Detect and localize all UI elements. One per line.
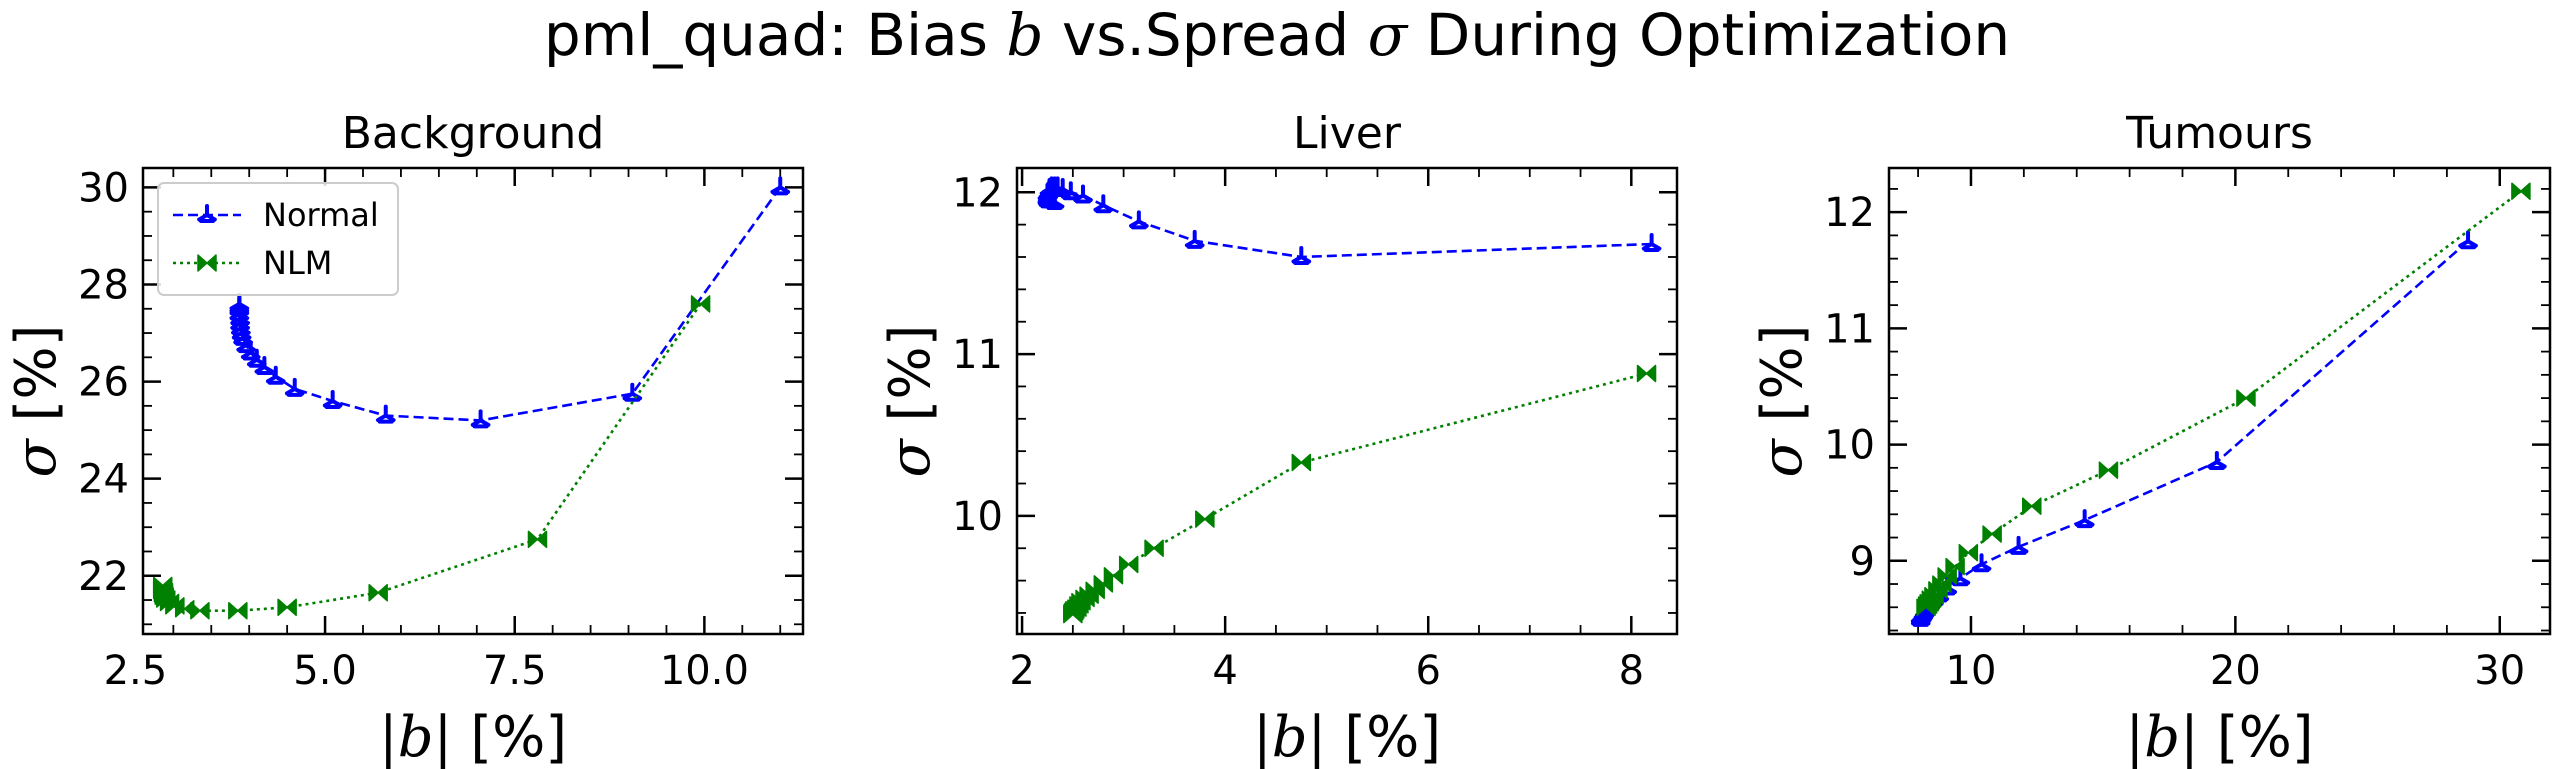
y-tick-label: 22 (78, 554, 129, 600)
data-point (1291, 453, 1312, 472)
data-point (152, 576, 173, 595)
y-axis-label: σ [%] (1750, 325, 1815, 478)
panel-title: Background (342, 108, 605, 159)
legend-marker (197, 254, 217, 272)
data-point (1118, 555, 1139, 574)
panel-title: Liver (1293, 108, 1402, 159)
data-point (1063, 605, 1083, 624)
series-line (1071, 372, 1647, 615)
x-tick-label: 30 (2474, 648, 2525, 694)
x-tick-label: 8 (1619, 648, 1644, 694)
series-normal (229, 176, 791, 429)
ticks (1889, 168, 2550, 634)
data-point (322, 390, 343, 409)
y-tick-label: 11 (1824, 306, 1875, 352)
data-point (229, 292, 250, 312)
series-normal (1910, 230, 2478, 627)
y-tick-label: 30 (78, 165, 129, 211)
x-tick-label: 6 (1416, 648, 1441, 694)
data-point (1144, 539, 1164, 557)
ticks (143, 168, 803, 634)
plot-frame (1015, 166, 1679, 636)
data-point (1910, 607, 1931, 627)
y-tick-label: 28 (78, 263, 129, 309)
data-point (690, 295, 711, 313)
chart-panel-0: Background 2.5 5.0 7.5 10.0 22 24 26 28 30 |b| [%]… (4, 108, 805, 769)
data-point (1129, 210, 1149, 230)
data-point (2207, 451, 2227, 471)
data-point (770, 176, 791, 196)
data-point (2008, 535, 2029, 555)
legend-box (157, 182, 399, 296)
plot-frame (1887, 166, 2552, 636)
data-point (1184, 229, 1205, 249)
y-tick-label: 26 (78, 360, 129, 406)
x-tick-label: 10 (1946, 648, 1997, 694)
data-point (2022, 497, 2042, 515)
data-point (1916, 598, 1936, 617)
data-point (265, 365, 286, 385)
data-point (1958, 543, 1979, 562)
data-point (2236, 389, 2256, 407)
x-tick-label: 2 (1009, 648, 1034, 694)
data-point (1971, 553, 1992, 573)
x-axis-label: |b| [%] (379, 705, 567, 769)
data-point (2511, 182, 2531, 200)
series-nlm (152, 295, 711, 620)
figure-title: pml_quad: Bias b vs.Spread σ During Opti… (544, 1, 2010, 69)
data-point (368, 583, 388, 602)
data-point (277, 598, 297, 617)
data-point (228, 601, 248, 620)
data-point (1044, 190, 1065, 210)
series-nlm (1916, 182, 2531, 617)
y-tick-label: 24 (78, 457, 129, 503)
data-point (2098, 461, 2119, 479)
series-line (1924, 190, 2522, 609)
x-axis-label: |b| [%] (2125, 705, 2313, 769)
data-point (2074, 509, 2095, 529)
panel-title: Tumours (2125, 108, 2313, 159)
legend-label: Normal (263, 196, 379, 234)
data-point (1195, 510, 1215, 528)
x-tick-label: 2.5 (104, 648, 168, 694)
legend: Normal NLM (157, 182, 399, 296)
data-point (375, 404, 396, 424)
y-tick-label: 11 (952, 332, 1003, 378)
x-tick-label: 20 (2210, 648, 2261, 694)
data-point (2458, 230, 2478, 250)
ticks (1017, 168, 1677, 634)
series-line (1919, 240, 2469, 619)
x-tick-label: 7.5 (483, 648, 547, 694)
chart-panel-1: Liver 2 4 6 8 10 11 12 |b| [%] σ [%] (878, 108, 1679, 769)
series-nlm (1063, 364, 1657, 624)
data-point (527, 530, 548, 549)
x-tick-label: 10.0 (660, 648, 749, 694)
y-axis-label: σ [%] (4, 325, 69, 478)
data-point (1636, 364, 1657, 383)
data-point (1291, 245, 1312, 265)
data-point (1641, 233, 1662, 253)
series-normal (1037, 176, 1662, 265)
data-point (1937, 567, 1957, 585)
x-axis-label: |b| [%] (1253, 705, 1441, 769)
data-point (470, 409, 491, 429)
x-tick-label: 5.0 (293, 648, 357, 694)
data-point (1093, 194, 1114, 214)
y-tick-label: 10 (1824, 423, 1875, 469)
legend-label: NLM (263, 244, 332, 282)
y-tick-label: 10 (952, 494, 1003, 540)
data-point (284, 377, 305, 397)
legend-marker (197, 204, 217, 223)
x-tick-label: 4 (1212, 648, 1237, 694)
y-tick-label: 12 (1824, 190, 1875, 236)
data-point (1982, 525, 2002, 543)
y-tick-label: 9 (1850, 539, 1875, 585)
chart-panel-2: Tumours 10 20 30 9 10 11 12 |b| [%] σ [%] (1750, 108, 2552, 769)
y-tick-label: 12 (952, 170, 1003, 216)
data-point (1945, 557, 1965, 576)
plot-frame (141, 166, 805, 636)
y-axis-label: σ [%] (878, 325, 943, 478)
